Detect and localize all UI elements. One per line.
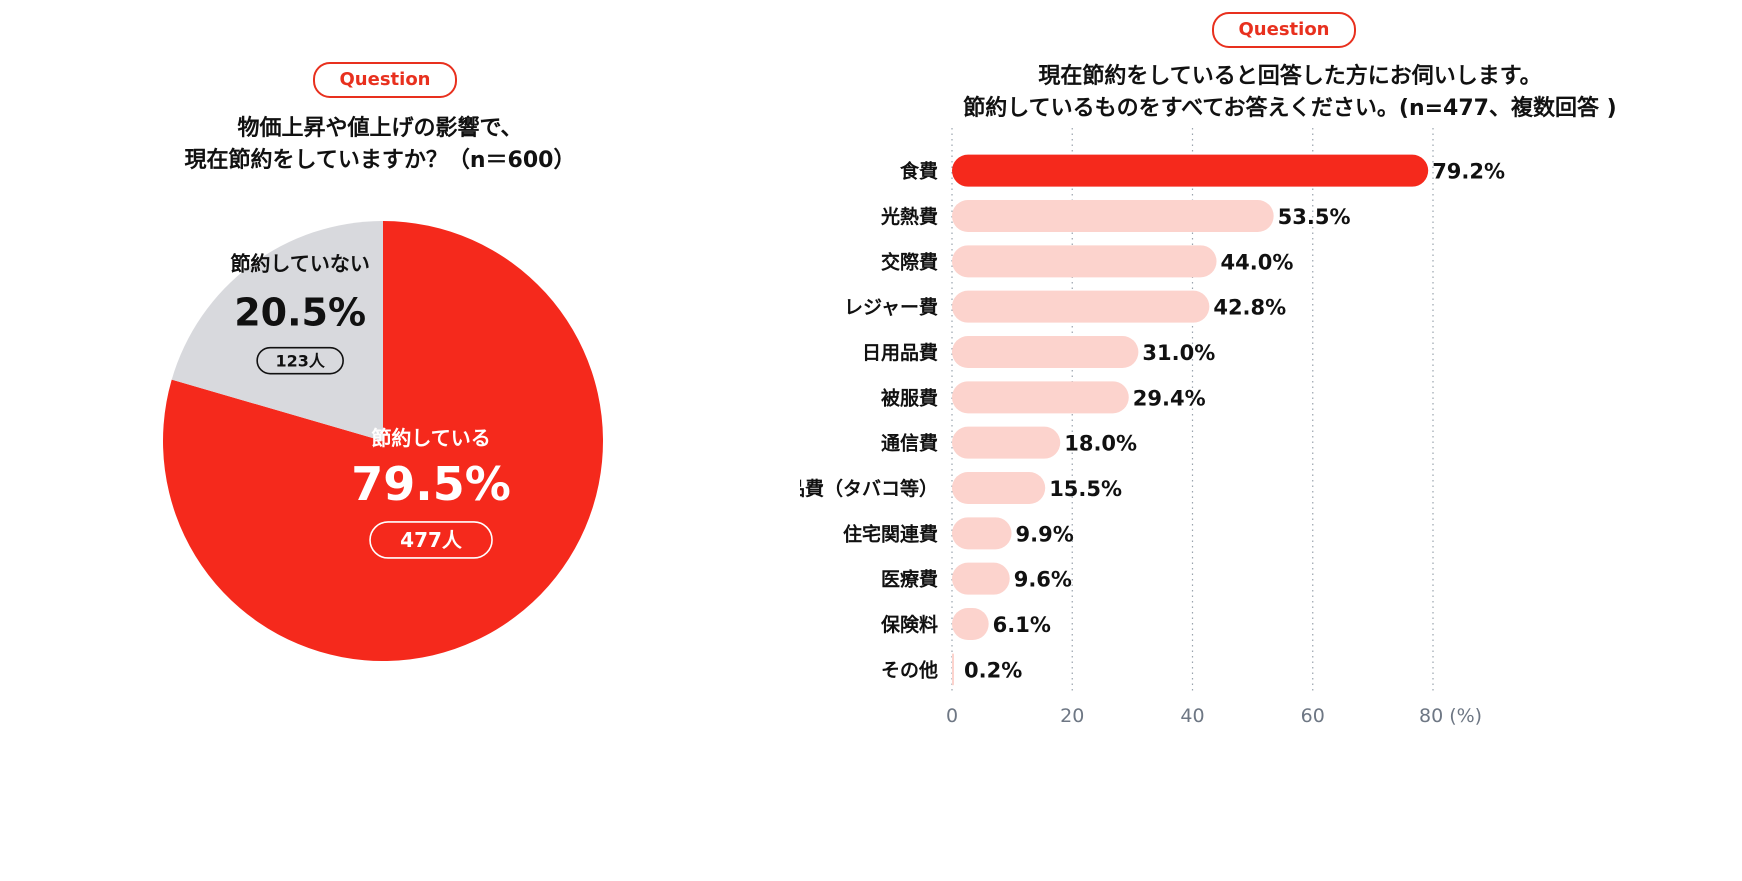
bar-chart: 0 20 40 60 80 (%) 食費 79.2% 光熱費 53.5% 交際費 44.0% レジャー… <box>800 128 1505 727</box>
question-badge: Question <box>313 62 457 98</box>
question-title: 現在節約をしていると回答した方にお伺いします。 節約しているものをすべてお答えく… <box>880 61 1700 125</box>
count-pill <box>369 521 493 559</box>
value-label: 44.0% <box>1221 250 1294 274</box>
value-label: 0.2% <box>964 658 1022 682</box>
question-line-2: 節約しているものをすべてお答えください。(n=477、複数回答 ) <box>963 96 1617 121</box>
question-title: 物価上昇や値上げの影響で、 現在節約をしていますか？（n＝600） <box>100 113 660 177</box>
category-label: 被服費 <box>881 386 938 409</box>
slice-count-label: 123人 <box>275 352 325 371</box>
question-line-2: 現在節約をしていますか？（n＝600） <box>184 148 576 173</box>
bar <box>952 154 1429 187</box>
slice-percent-label: 20.5% <box>234 291 366 335</box>
count-pill <box>256 346 344 375</box>
bar <box>952 245 1217 278</box>
category-label: 保険料 <box>880 613 938 636</box>
pie-chart: 節約している 79.5% 477人 節約していない 20.5% 123人 <box>162 221 604 661</box>
category-label: 医療費 <box>881 568 938 591</box>
value-label: 53.5% <box>1278 205 1351 229</box>
pie-slice <box>171 221 383 441</box>
slice-category-label: 節約している <box>371 426 490 450</box>
bar <box>952 336 1139 368</box>
bar <box>952 608 989 640</box>
x-tick-label: 40 <box>1180 705 1204 727</box>
category-label: 住宅関連費 <box>843 522 938 545</box>
question-line-1: 現在節約をしていると回答した方にお伺いします。 <box>1038 64 1542 89</box>
value-label: 18.0% <box>1064 432 1137 456</box>
value-label: 6.1% <box>993 613 1051 637</box>
pie-slice-label: 節約している 79.5% 477人 <box>351 426 511 559</box>
value-label: 31.0% <box>1142 341 1215 365</box>
bar <box>952 200 1274 232</box>
x-tick-label: 0 <box>946 705 958 727</box>
x-tick-label: 80 (%) <box>1419 705 1482 727</box>
pie-slice-label: 節約していない 20.5% 123人 <box>230 252 370 375</box>
category-label: 食費 <box>900 160 938 183</box>
slice-category-label: 節約していない <box>230 252 369 276</box>
value-label: 29.4% <box>1133 386 1206 410</box>
value-label: 15.5% <box>1049 477 1122 501</box>
question-line-1: 物価上昇や値上げの影響で、 <box>237 116 523 141</box>
value-label: 9.6% <box>1014 568 1072 592</box>
question-badge: Question <box>1212 12 1356 48</box>
bar <box>952 381 1129 414</box>
category-label: 日用品費 <box>862 341 938 364</box>
x-tick-label: 20 <box>1060 705 1084 727</box>
category-label: 交際費 <box>881 250 938 273</box>
bar <box>952 426 1061 459</box>
value-label: 42.8% <box>1213 296 1286 320</box>
right-panel: Question 現在節約をしていると回答した方にお伺いします。 節約しているも… <box>800 0 1742 881</box>
bar <box>952 290 1210 323</box>
bar <box>952 562 1010 595</box>
category-label: 嗜好品費（タバコ等） <box>800 477 938 500</box>
category-label: 光熱費 <box>880 205 938 228</box>
bar <box>952 653 954 686</box>
category-label: レジャー費 <box>844 296 938 319</box>
category-label: その他 <box>881 658 938 681</box>
x-tick-label: 60 <box>1301 705 1325 727</box>
value-label: 9.9% <box>1016 522 1074 546</box>
bar <box>952 517 1012 550</box>
bar <box>952 472 1046 504</box>
value-label: 79.2% <box>1432 160 1505 184</box>
category-label: 通信費 <box>881 432 938 455</box>
slice-count-label: 477人 <box>400 528 463 552</box>
left-panel: Question 物価上昇や値上げの影響で、 現在節約をしていますか？（n＝60… <box>0 0 800 881</box>
slice-percent-label: 79.5% <box>351 457 511 511</box>
